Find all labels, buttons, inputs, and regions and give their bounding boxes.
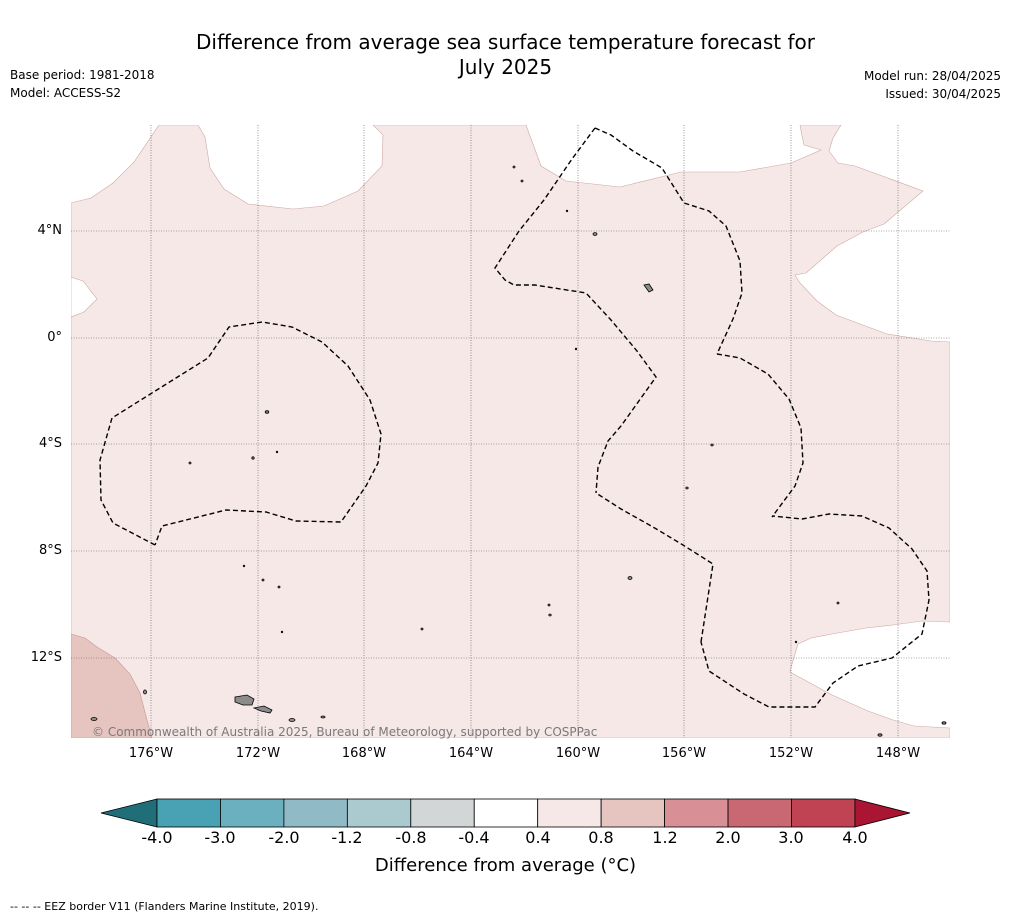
- lon-label-152w: 152°W: [768, 746, 814, 761]
- colorbar-tick-1: -3.0: [204, 828, 236, 847]
- island-small-8: [275, 450, 279, 454]
- colorbar-tick-2: -2.0: [268, 828, 300, 847]
- island-small-13: [574, 347, 578, 351]
- lon-label-176w: 176°W: [128, 746, 174, 761]
- islands: [90, 165, 947, 737]
- lat-label-12s: 12°S: [30, 650, 62, 665]
- lat-label-0: 0°: [47, 330, 62, 345]
- colorbar-tick-6: 0.4: [525, 828, 551, 847]
- lon-label-148w: 148°W: [875, 746, 921, 761]
- anomaly-band-0.4-0.8: [71, 125, 950, 738]
- colorbar-cell-7: [600, 798, 665, 828]
- eez-border-line-north: [494, 127, 657, 494]
- island-small-7: [188, 461, 192, 465]
- model-name: Model: ACCESS-S2: [10, 86, 122, 100]
- island-small-3: [288, 718, 296, 722]
- island-small-26: [877, 733, 883, 737]
- island-small-25: [280, 630, 284, 634]
- meta-left: Base period: 1981-2018 Model: ACCESS-S2: [10, 66, 155, 102]
- map-panel: [71, 125, 950, 738]
- issued-date: Issued: 30/04/2025: [885, 87, 1001, 101]
- colorbar-tick-0: -4.0: [141, 828, 173, 847]
- island-small-14: [710, 443, 714, 447]
- lon-label-168w: 168°W: [341, 746, 387, 761]
- island-kiritimati: [643, 283, 654, 293]
- island-small-15: [685, 486, 689, 490]
- colorbar-cell-10: [791, 798, 856, 828]
- lat-label-4n: 4°N: [37, 223, 63, 238]
- island-small-5: [264, 410, 270, 414]
- colorbar-extend-high: [854, 798, 911, 828]
- colorbar-cell-0: [156, 798, 221, 828]
- eez-border-south: [700, 353, 930, 708]
- island-small-10: [512, 165, 516, 169]
- island-small-11: [520, 179, 524, 183]
- island-small-20: [836, 601, 840, 605]
- lon-label-160w: 160°W: [555, 746, 601, 761]
- colorbar-tick-5: -0.4: [458, 828, 490, 847]
- base-period: Base period: 1981-2018: [10, 68, 155, 82]
- lat-label-8s: 8°S: [38, 543, 62, 558]
- lat-label-4s: 4°S: [38, 436, 62, 451]
- eez-border-tokelau: [99, 321, 382, 546]
- colorbar-cell-4: [410, 798, 475, 828]
- lon-label-156w: 156°W: [661, 746, 707, 761]
- meta-right: Model run: 28/04/2025 Issued: 30/04/2025: [864, 67, 1001, 103]
- island-small-24: [277, 585, 281, 589]
- colorbar-cell-5: [473, 798, 539, 828]
- island-small-4: [320, 715, 326, 719]
- island-small-16: [627, 576, 633, 580]
- island-small-19: [420, 627, 424, 631]
- copyright-notice: © Commonwealth of Australia 2025, Bureau…: [92, 725, 598, 739]
- colorbar-cell-9: [727, 798, 792, 828]
- island-small-12: [565, 209, 569, 213]
- island-small-18: [548, 613, 552, 617]
- graticule: [71, 125, 950, 738]
- eez-border-line-south: [595, 492, 714, 643]
- title-line-2: July 2025: [458, 55, 553, 79]
- colorbar-cell-6: [537, 798, 602, 828]
- colorbar-label: Difference from average (°C): [374, 855, 637, 876]
- island-small-9: [592, 232, 598, 236]
- island-small-17: [547, 603, 551, 607]
- model-run: Model run: 28/04/2025: [863, 69, 1001, 83]
- map-title: Difference from average sea surface temp…: [0, 30, 1011, 80]
- colorbar-tick-10: 3.0: [778, 828, 804, 847]
- map-svg: [71, 125, 950, 738]
- lon-label-164w: 164°W: [448, 746, 494, 761]
- colorbar-cell-1: [220, 798, 285, 828]
- lon-label-172w: 172°W: [235, 746, 281, 761]
- colorbar-tick-8: 1.2: [652, 828, 678, 847]
- island-small-23: [261, 578, 265, 582]
- white-notch-left: [71, 276, 98, 318]
- colorbar-extend-low: [100, 798, 158, 828]
- colorbar-tick-3: -1.2: [331, 828, 363, 847]
- island-small-2: [90, 717, 98, 721]
- colorbar-cell-3: [346, 798, 412, 828]
- colorbar-cell-8: [664, 798, 729, 828]
- island-small-6: [251, 456, 255, 460]
- colorbar-tick-7: 0.8: [588, 828, 614, 847]
- eez-legend-note: -- -- -- EEZ border V11 (Flanders Marine…: [10, 900, 319, 913]
- colorbar: [100, 798, 911, 828]
- island-small-22: [242, 564, 246, 568]
- eez-border-phoenix: [594, 127, 743, 355]
- colorbar-cell-2: [283, 798, 348, 828]
- eez-borders: [99, 127, 930, 708]
- island-small-21: [794, 640, 798, 644]
- colorbar-tick-9: 2.0: [715, 828, 741, 847]
- colorbar-cells: [100, 798, 911, 828]
- anomaly-band-0.8-1.2: [71, 633, 153, 738]
- island-small-27: [941, 721, 947, 725]
- island-savaii: [234, 694, 255, 706]
- colorbar-tick-4: -0.8: [395, 828, 427, 847]
- island-upolu: [252, 705, 273, 714]
- island-small-1: [143, 689, 147, 695]
- title-line-1: Difference from average sea surface temp…: [195, 30, 815, 54]
- colorbar-tick-11: 4.0: [842, 828, 868, 847]
